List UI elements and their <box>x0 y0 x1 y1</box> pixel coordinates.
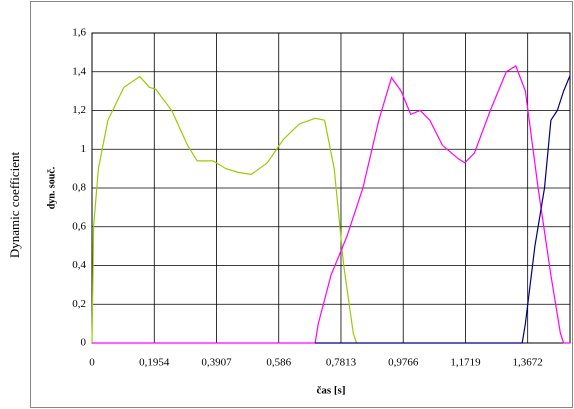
x-tick-label: 0 <box>89 357 95 369</box>
y-tick-label: 1 <box>81 143 87 155</box>
chart-frame <box>30 1 573 408</box>
y-tick-label: 1,4 <box>72 65 86 77</box>
x-tick-label: 1,1719 <box>450 357 481 369</box>
series-line <box>92 65 570 344</box>
x-tick-label: 0,9766 <box>388 357 419 369</box>
y-axis-label: dyn. souč. <box>46 166 57 209</box>
x-tick-label: 1,3672 <box>513 357 543 369</box>
x-tick-label: 0,1954 <box>139 357 170 369</box>
x-tick-label: 0,3907 <box>201 357 232 369</box>
y-tick-label: 1,6 <box>72 27 86 39</box>
x-tick-label: 0,7813 <box>326 357 357 369</box>
y-tick-label: 0,8 <box>72 182 86 194</box>
y-tick-label: 1,2 <box>72 104 86 116</box>
x-axis-label: čas [s] <box>316 385 345 397</box>
series-line <box>91 75 358 344</box>
y-tick-label: 0,2 <box>72 298 86 310</box>
y-tick-label: 0,4 <box>72 259 86 271</box>
x-tick-label: 0,586 <box>266 357 291 369</box>
outer-label: Dynamic coefficient <box>7 151 22 258</box>
y-tick-label: 0,6 <box>72 220 86 232</box>
series-line <box>315 75 571 344</box>
y-tick-label: 0 <box>81 337 87 349</box>
